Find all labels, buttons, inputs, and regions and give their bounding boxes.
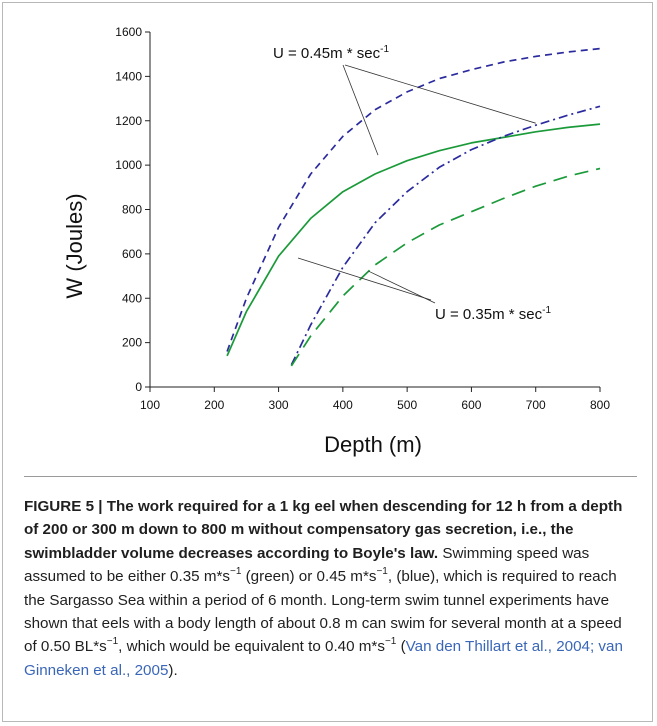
series-fast-200m-line <box>226 47 601 352</box>
y-tick-label: 800 <box>122 203 142 217</box>
x-tick-label: 200 <box>204 398 224 412</box>
x-tick-label: 400 <box>333 398 353 412</box>
y-tick-label: 1000 <box>115 158 142 172</box>
annotation-leader-line <box>344 64 536 124</box>
annotation-leader-line <box>368 270 436 304</box>
y-tick-label: 600 <box>122 247 142 261</box>
series-slow-200m-line <box>226 123 601 357</box>
annotation-slow-speed: U = 0.35m * sec-1 <box>435 305 551 323</box>
caption-title: The work required for a 1 kg eel when de… <box>24 498 623 562</box>
caption-citation-link[interactable]: Van den Thillart et al., 2004; van Ginne… <box>24 638 623 679</box>
annotation-leader-lines <box>297 64 536 304</box>
x-axis-label: Depth (m) <box>324 432 422 457</box>
y-tick-label: 400 <box>122 291 142 305</box>
caption-text: Swimming speed was assumed to be either … <box>24 544 590 586</box>
y-tick-label: 1600 <box>115 25 142 39</box>
x-tick-label: 800 <box>590 398 610 412</box>
chart: 0 200 400 600 800 1000 1200 1400 1600 100 200 300 40… <box>62 25 610 457</box>
y-axis-label: W (Joules) <box>62 193 87 298</box>
y-tick-label: 0 <box>135 380 142 394</box>
figure-caption: FIGURE 5 | The work required for a 1 kg … <box>24 498 623 679</box>
y-tick-label: 200 <box>122 336 142 350</box>
y-tick-label: 1400 <box>115 69 142 83</box>
x-tick-label: 300 <box>269 398 289 412</box>
annotation-leader-line <box>297 257 432 301</box>
x-tick-label: 600 <box>461 398 481 412</box>
axes <box>149 32 600 388</box>
series-group <box>226 47 601 367</box>
x-tick-label: 700 <box>526 398 546 412</box>
caption-label: FIGURE 5 | <box>24 498 107 515</box>
annotation-fast-speed: U = 0.45m * sec-1 <box>273 44 389 62</box>
tick-marks: 0 200 400 600 800 1000 1200 1400 1600 100 200 300 40… <box>115 25 610 412</box>
series-slow-300m-line <box>290 167 601 367</box>
annotation-leader-line <box>342 64 379 156</box>
x-tick-label: 500 <box>397 398 417 412</box>
series-fast-300m-line <box>290 105 601 366</box>
caption-divider <box>24 476 637 477</box>
y-tick-label: 1200 <box>115 114 142 128</box>
x-tick-label: 100 <box>140 398 160 412</box>
